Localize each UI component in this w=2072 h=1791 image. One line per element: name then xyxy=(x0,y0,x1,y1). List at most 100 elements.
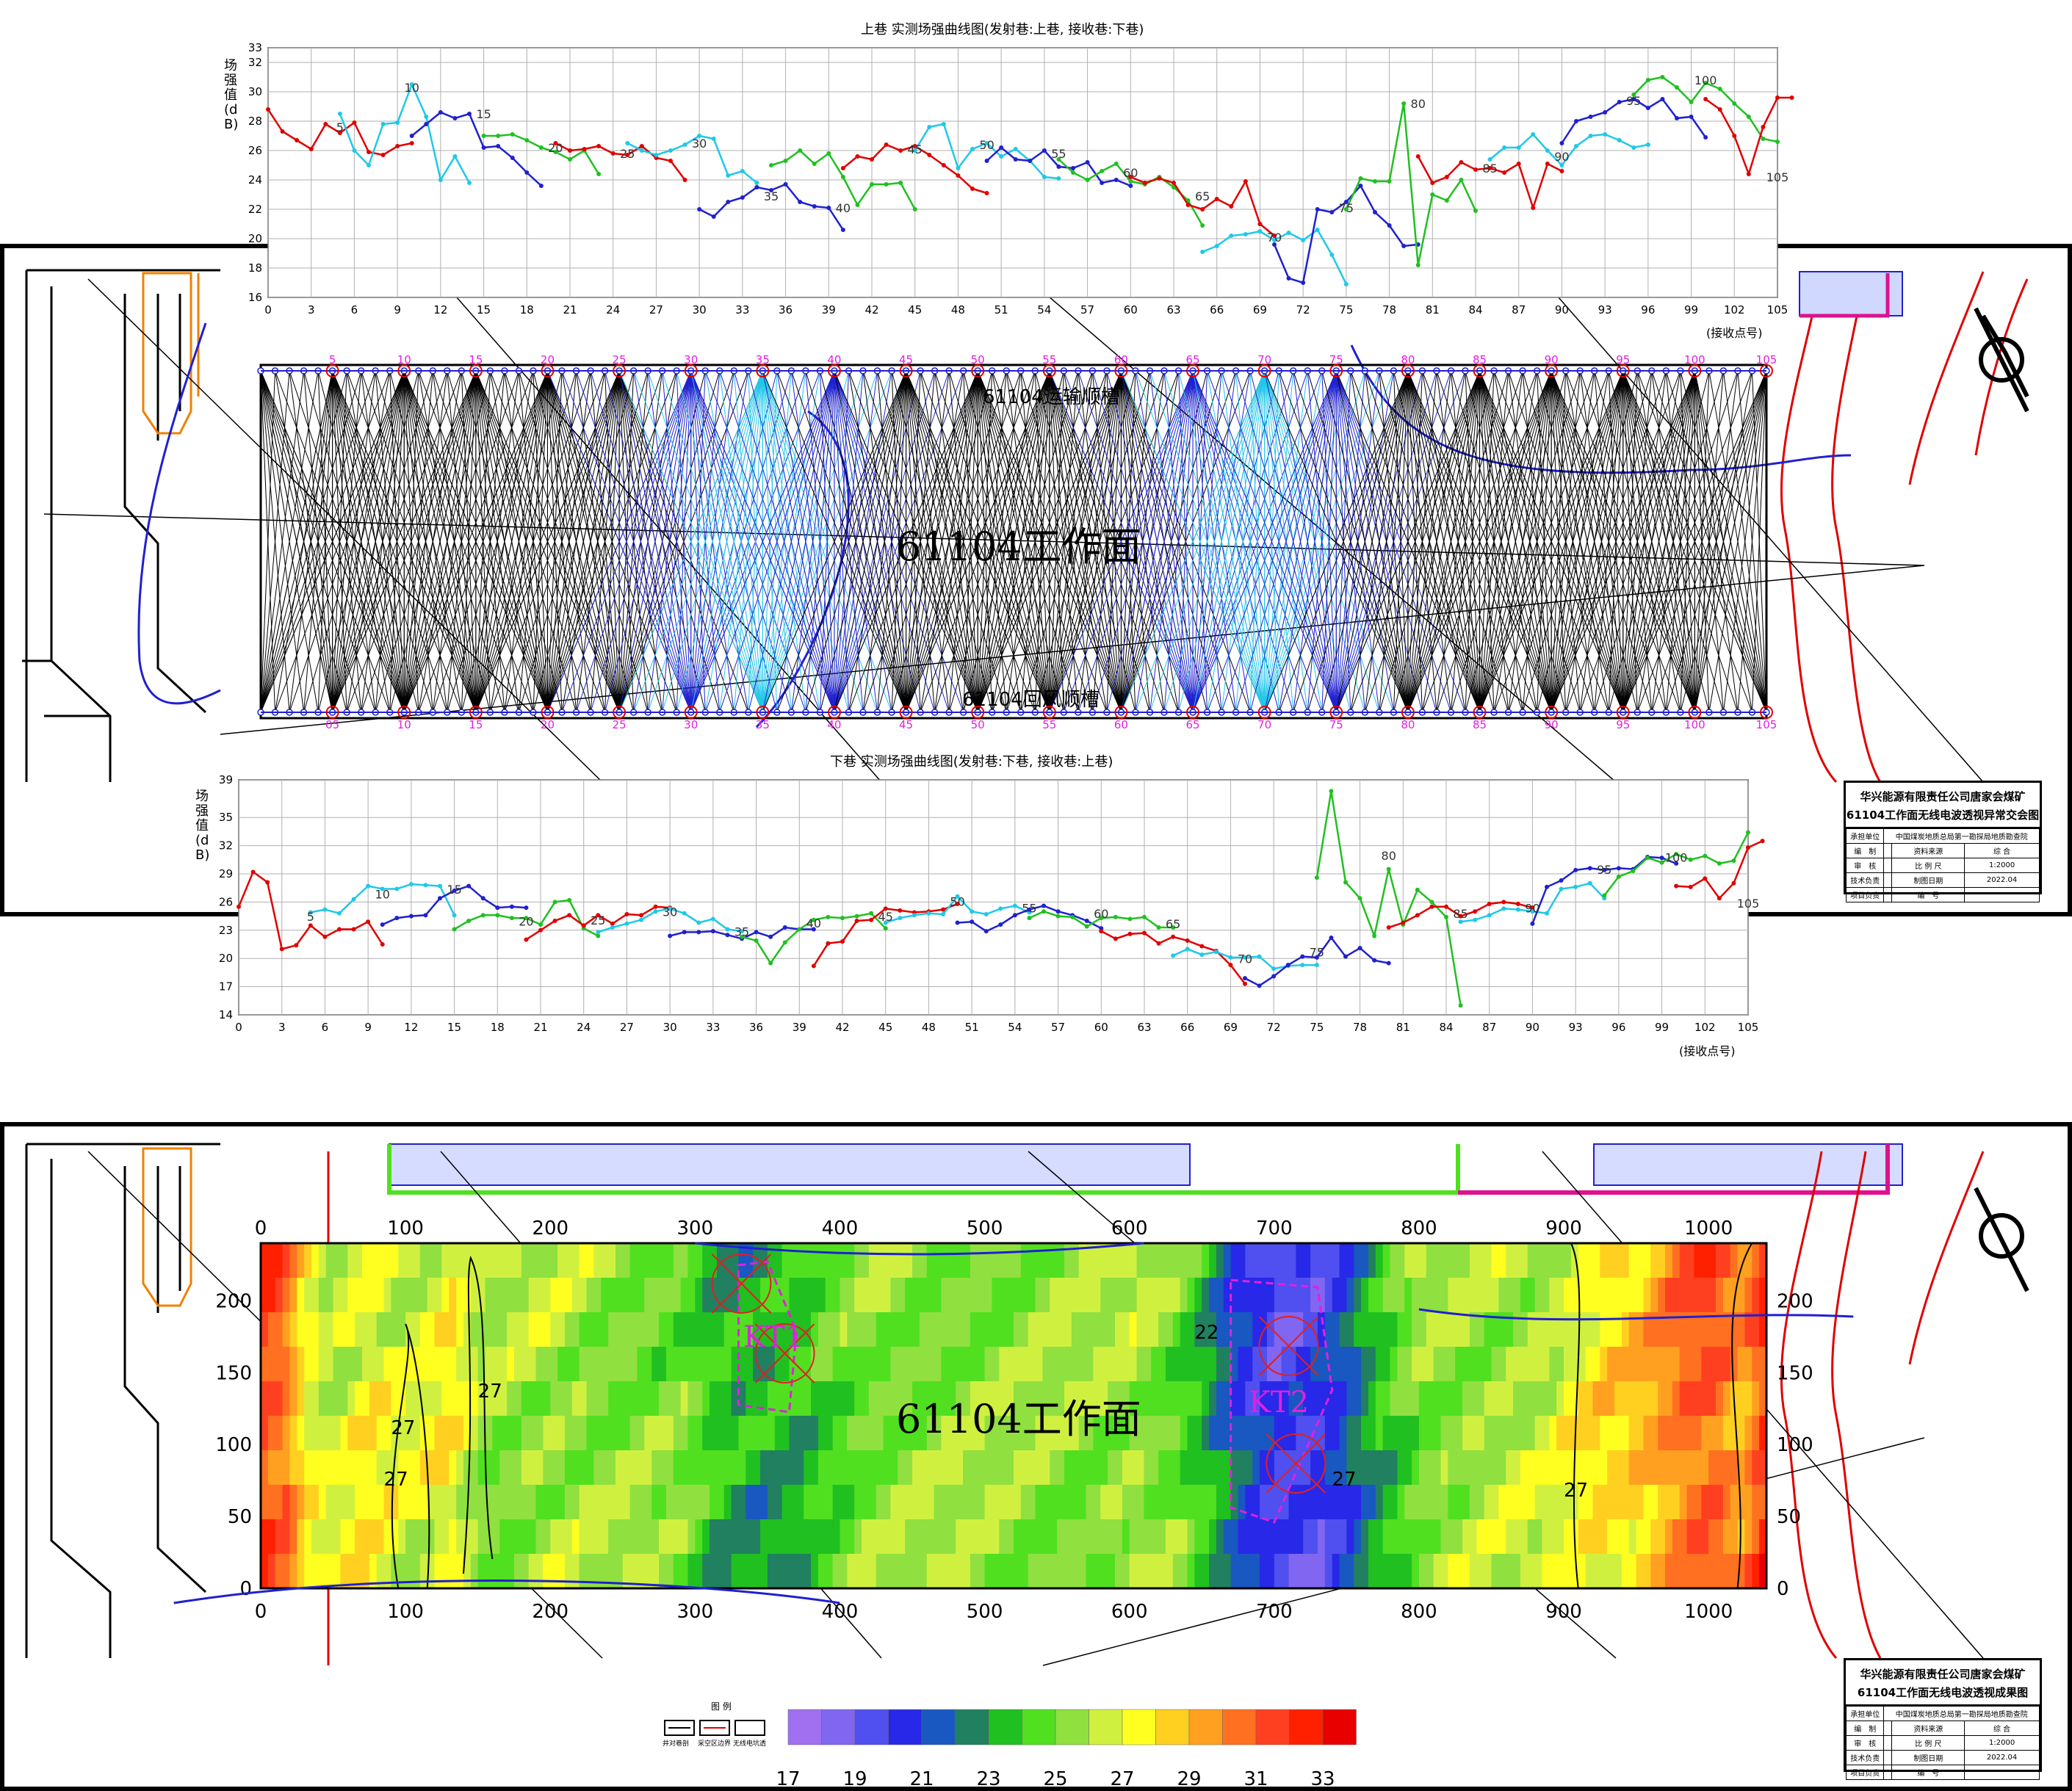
tomo-cell xyxy=(1759,1485,1767,1520)
tomo-cell xyxy=(781,1312,790,1347)
tomo-cell xyxy=(1361,1519,1369,1555)
tomo-cell xyxy=(1506,1347,1515,1382)
tomo-cell xyxy=(361,1381,370,1416)
tomo-cell xyxy=(535,1347,544,1382)
tomo-cell xyxy=(1455,1416,1464,1451)
tomo-cell xyxy=(398,1243,407,1278)
tomo-cell xyxy=(1614,1243,1622,1278)
tomo-cell xyxy=(543,1450,552,1486)
tomo-cell xyxy=(1245,1416,1254,1451)
tomo-cell xyxy=(1752,1485,1761,1520)
series-point xyxy=(1185,947,1190,952)
x-tick-label: 81 xyxy=(1396,1021,1410,1034)
tomo-cell xyxy=(1194,1381,1203,1416)
tomo-cell xyxy=(1607,1347,1616,1382)
tomo-cell xyxy=(355,1381,363,1416)
tomo-cell xyxy=(716,1381,725,1416)
tomo-cell xyxy=(1498,1278,1507,1313)
tomo-cell xyxy=(405,1519,414,1555)
tomo-cell xyxy=(419,1381,428,1416)
tomo-cell xyxy=(1564,1243,1572,1278)
tomo-cell xyxy=(746,1312,754,1347)
tomo-cell xyxy=(593,1450,602,1486)
tomo-cell xyxy=(1266,1485,1275,1520)
upper-marker xyxy=(397,364,411,377)
tomo-cell xyxy=(941,1278,950,1313)
series-point xyxy=(1459,178,1464,182)
tomo-cell xyxy=(485,1416,494,1451)
tomo-cell xyxy=(1614,1519,1622,1555)
upper-point-label: 25 xyxy=(613,353,627,366)
upper-point-label: 40 xyxy=(827,353,841,366)
tomo-cell xyxy=(774,1450,783,1486)
tomo-cell xyxy=(1469,1278,1478,1313)
tomo-cell xyxy=(1317,1278,1326,1313)
series-point xyxy=(352,120,357,125)
tomo-cell xyxy=(593,1347,602,1382)
tomo-cell xyxy=(753,1312,762,1347)
series-point xyxy=(898,916,903,921)
series-point xyxy=(1127,916,1133,922)
tomo-x-tick-bottom: 600 xyxy=(1111,1601,1148,1623)
survey-ray xyxy=(934,370,1050,713)
series-point xyxy=(884,142,889,147)
colorbar-label: 31 xyxy=(1243,1768,1268,1790)
tomo-cell xyxy=(919,1243,928,1278)
tomo-cell xyxy=(1172,1381,1181,1416)
tomo-cell xyxy=(963,1381,971,1416)
tomo-cell xyxy=(434,1519,443,1555)
upper-marker xyxy=(1114,364,1128,377)
tomo-cell xyxy=(398,1554,407,1589)
tomo-cell xyxy=(427,1278,436,1313)
tomo-cell xyxy=(427,1485,436,1520)
tomo-cell xyxy=(1064,1347,1072,1382)
tomo-cell xyxy=(507,1554,515,1589)
tomo-cell xyxy=(1136,1450,1145,1486)
survey-ray xyxy=(819,370,907,713)
tomo-cell xyxy=(615,1554,624,1589)
series-point xyxy=(941,122,946,126)
tomo-cell xyxy=(1136,1347,1145,1382)
tomo-cell xyxy=(702,1554,711,1589)
tomo-cell xyxy=(1245,1485,1254,1520)
series-point xyxy=(1286,231,1291,235)
series-point xyxy=(1631,97,1636,101)
tomo-cell xyxy=(434,1243,443,1278)
tomo-cell xyxy=(1491,1450,1500,1486)
tomo-cell xyxy=(586,1485,595,1520)
tomo-cell xyxy=(1158,1519,1166,1555)
tomo-cell xyxy=(550,1485,559,1520)
tomo-cell xyxy=(1455,1347,1464,1382)
survey-ray xyxy=(1722,370,1767,713)
chart-upper-title: 上巷 实测场强曲线图(发射巷:上巷, 接收巷:下巷) xyxy=(861,22,1144,37)
tomo-cell xyxy=(1621,1450,1630,1486)
tomo-cell xyxy=(282,1485,291,1520)
series-point xyxy=(509,904,514,909)
series-point xyxy=(568,148,572,153)
tomo-cell xyxy=(571,1450,580,1486)
tomo-cell xyxy=(1108,1381,1116,1416)
tomo-x-tick-top: 100 xyxy=(387,1217,424,1240)
tomo-cell xyxy=(673,1554,682,1589)
series-point xyxy=(1459,160,1464,164)
tomo-cell xyxy=(477,1243,486,1278)
survey-ray xyxy=(289,370,405,713)
tomo-cell xyxy=(1260,1519,1268,1555)
tomo-cell xyxy=(1600,1312,1609,1347)
tomo-cell xyxy=(992,1450,1000,1486)
series-point xyxy=(927,125,932,129)
tomo-cell xyxy=(499,1554,508,1589)
tomo-cell xyxy=(687,1312,696,1347)
tomo-cell xyxy=(796,1243,805,1278)
tomo-cell xyxy=(731,1312,740,1347)
tomo-cell xyxy=(767,1554,776,1589)
tomo-cell xyxy=(1534,1416,1543,1451)
tomo-cell xyxy=(1296,1416,1304,1451)
tomo-cell xyxy=(282,1278,291,1313)
tomo-cell xyxy=(1390,1347,1398,1382)
tomo-cell xyxy=(956,1450,964,1486)
tomo-cell xyxy=(333,1485,342,1520)
tomo-cell xyxy=(1209,1347,1217,1382)
tomo-cell xyxy=(774,1312,783,1347)
tomo-cell xyxy=(1564,1554,1572,1589)
